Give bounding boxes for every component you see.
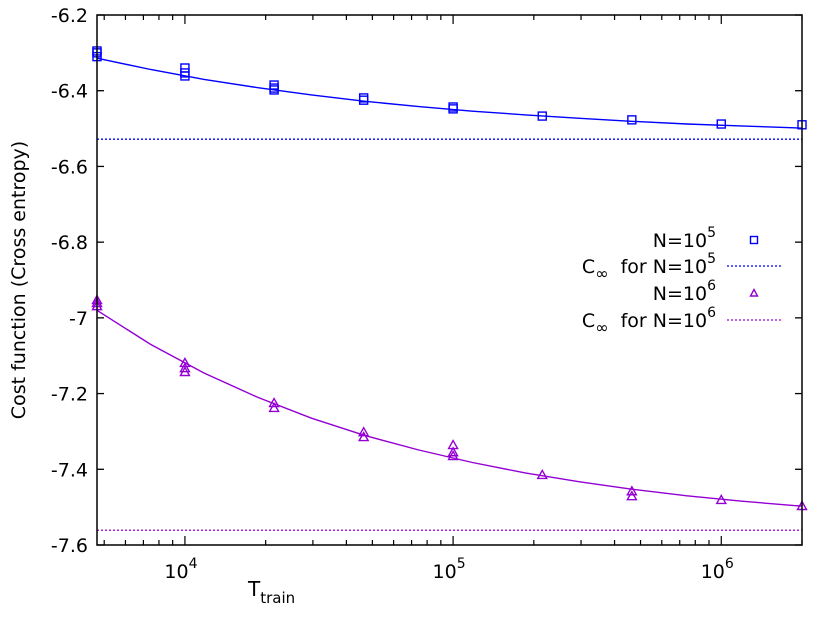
legend-infinity: ∞ bbox=[595, 318, 608, 337]
data-point bbox=[179, 366, 191, 377]
x-tick-exponent: 4 bbox=[189, 556, 198, 572]
data-point bbox=[448, 104, 458, 114]
x-tick-label: 106 bbox=[701, 556, 734, 583]
data-point bbox=[268, 402, 280, 413]
legend-label: C∞ for N=105 bbox=[582, 251, 716, 283]
legend-exponent: 6 bbox=[707, 278, 716, 294]
data-point bbox=[357, 426, 370, 437]
legend-text: N=10 bbox=[653, 230, 707, 252]
data-point bbox=[269, 80, 279, 90]
y-tick-label: -6.6 bbox=[51, 156, 88, 178]
legend-label: C∞ for N=106 bbox=[582, 305, 716, 337]
data-point bbox=[537, 111, 547, 121]
legend-triangle-marker bbox=[749, 288, 759, 297]
y-tick-label: -7.4 bbox=[51, 459, 88, 481]
data-point bbox=[357, 431, 370, 442]
y-tick-label: -6.4 bbox=[51, 81, 88, 103]
y-tick-label: -6.2 bbox=[51, 5, 88, 27]
data-point bbox=[268, 397, 280, 408]
legend-text: N=10 bbox=[653, 283, 707, 305]
x-tick-base: 10 bbox=[701, 561, 725, 583]
data-point bbox=[716, 119, 726, 129]
legend-text: for N=10 bbox=[609, 310, 708, 332]
data-point bbox=[269, 85, 279, 95]
legend-label: N=106 bbox=[653, 278, 716, 305]
fit-curve bbox=[96, 57, 803, 129]
legend-label: N=105 bbox=[653, 225, 716, 252]
data-point bbox=[626, 490, 638, 501]
data-point bbox=[626, 485, 638, 496]
y-tick-label: -7.6 bbox=[51, 535, 88, 557]
data-point bbox=[179, 362, 191, 373]
legend-square-marker bbox=[749, 235, 759, 245]
data-point bbox=[447, 446, 459, 457]
y-tick-label: -7.2 bbox=[51, 384, 88, 406]
data-point bbox=[536, 469, 548, 480]
data-point bbox=[180, 71, 190, 81]
legend-exponent: 5 bbox=[707, 225, 716, 241]
data-point bbox=[358, 95, 369, 105]
data-point bbox=[627, 115, 637, 125]
x-tick-label: 105 bbox=[433, 556, 466, 583]
x-tick-exponent: 6 bbox=[725, 556, 734, 572]
x-axis-label: Ttrain bbox=[247, 577, 295, 607]
legend-c: C bbox=[582, 310, 595, 332]
y-tick-label: -6.8 bbox=[51, 232, 88, 254]
y-tick-label: -7 bbox=[69, 308, 88, 330]
legend-text: for N=10 bbox=[609, 256, 708, 278]
x-tick-label: 104 bbox=[164, 556, 197, 583]
x-label-subscript: train bbox=[260, 589, 295, 607]
fit-curve bbox=[96, 309, 803, 507]
legend-exponent: 6 bbox=[707, 305, 716, 321]
data-point bbox=[715, 494, 727, 505]
plot-frame bbox=[96, 14, 803, 546]
data-point bbox=[447, 450, 459, 461]
x-tick-base: 10 bbox=[433, 561, 457, 583]
x-label-main: T bbox=[247, 577, 261, 601]
data-point bbox=[180, 63, 190, 73]
x-tick-exponent: 5 bbox=[457, 556, 466, 572]
legend-exponent: 5 bbox=[707, 251, 716, 267]
legend-infinity: ∞ bbox=[595, 264, 608, 283]
legend-c: C bbox=[582, 256, 595, 278]
x-tick-base: 10 bbox=[164, 561, 188, 583]
y-axis-label: Cost function (Cross entropy) bbox=[8, 141, 30, 419]
